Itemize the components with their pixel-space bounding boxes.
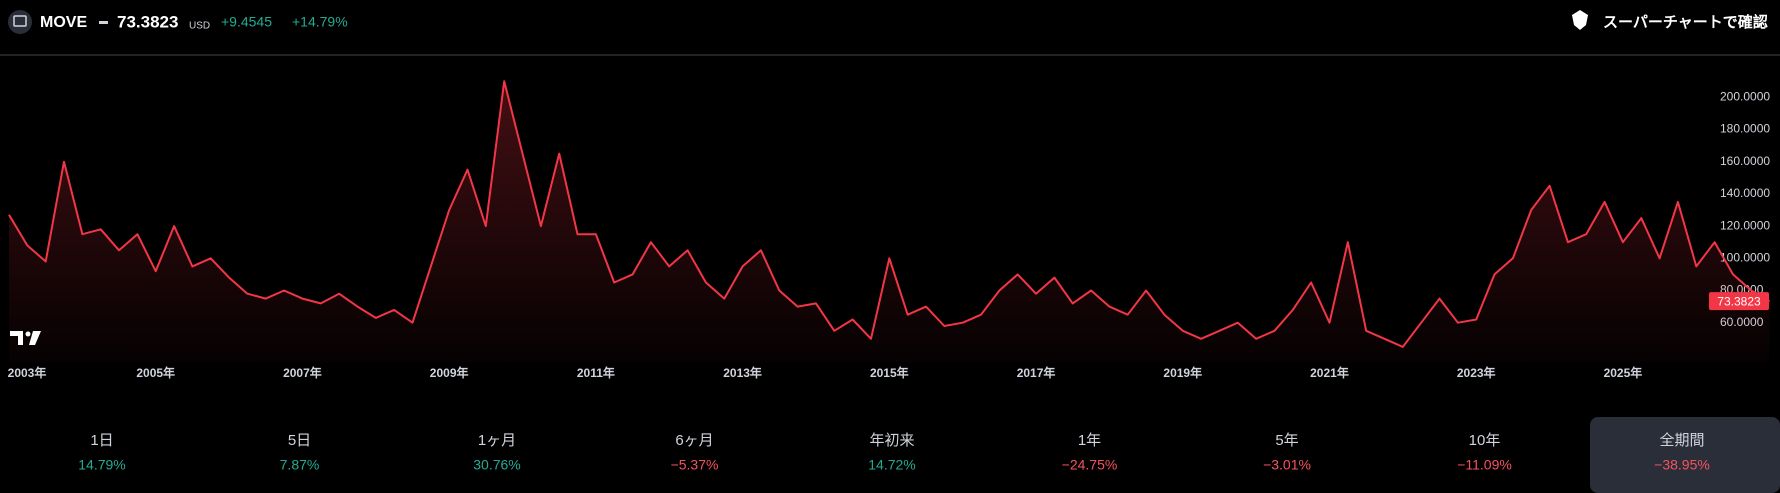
line — [8, 80, 1771, 348]
logo-part — [29, 331, 41, 345]
last-value-label: 73.3823 — [1717, 294, 1761, 308]
symbol: MOVE — [40, 14, 87, 31]
x-tick-label: 2025年 — [1604, 365, 1643, 380]
period-label: 10年 — [1469, 432, 1501, 449]
x-tick-label: 2015年 — [870, 365, 909, 380]
x-tick-label: 2005年 — [136, 365, 175, 380]
x-tick-label: 2021年 — [1310, 365, 1349, 380]
period-button[interactable]: 1ヶ月 30.76% — [473, 432, 520, 473]
tv-logo — [10, 331, 41, 345]
period-change: −11.09% — [1457, 457, 1512, 473]
x-tick-label: 2009年 — [430, 365, 469, 380]
y-tick-label: 160.0000 — [1720, 154, 1770, 168]
plot: 60.000080.0000100.0000120.0000140.000016… — [8, 80, 1771, 380]
change: +9.4545 — [221, 14, 272, 30]
period-label: 全期間 — [1659, 431, 1704, 449]
y-tick-label: 100.0000 — [1720, 250, 1770, 264]
period-button[interactable]: 6ヶ月 −5.37% — [671, 432, 719, 473]
period-change: −38.95% — [1654, 457, 1710, 473]
button-icon — [1572, 10, 1588, 30]
super-chart-button[interactable]: スーパーチャートで確認 — [1572, 10, 1768, 31]
x-tick-label: 2007年 — [283, 365, 322, 380]
header: MOVE 73.3823 USD +9.4545 +14.79% スーパーチャー… — [0, 10, 1780, 56]
period-button[interactable]: 5年 −3.01% — [1263, 432, 1311, 473]
change-percent: +14.79% — [292, 14, 348, 30]
period-label: 5日 — [288, 432, 311, 449]
period-change: −3.01% — [1263, 457, 1311, 473]
price: 73.3823 — [117, 12, 178, 31]
last-value-tag — [1709, 292, 1769, 311]
x-tick-label: 2023年 — [1457, 365, 1496, 380]
period-label: 5年 — [1275, 432, 1298, 449]
icon-glyph — [13, 15, 27, 27]
period-label: 1年 — [1078, 432, 1101, 449]
x-tick-label: 2013年 — [723, 365, 762, 380]
period-label: 年初来 — [869, 432, 914, 449]
period-button[interactable]: 10年 −11.09% — [1457, 432, 1512, 473]
period-button[interactable]: 1年 −24.75% — [1062, 432, 1118, 473]
symbol-icon[interactable] — [8, 10, 32, 34]
logo-part — [10, 331, 23, 345]
period-change: 30.76% — [473, 457, 520, 473]
period-change: 7.87% — [280, 457, 320, 473]
period-bar: 1日 14.79% 5日 7.87% 1ヶ月 30.76% 6ヶ月 −5.37% 年初来 14.7… — [78, 417, 1780, 493]
currency: USD — [189, 21, 210, 32]
button-label: スーパーチャートで確認 — [1603, 13, 1768, 31]
x-tick-label: 2019年 — [1163, 365, 1202, 380]
period-button[interactable]: 全期間 −38.95% — [1590, 417, 1780, 493]
y-tick-label: 120.0000 — [1720, 218, 1770, 232]
x-tick-label: 2017年 — [1017, 365, 1056, 380]
area — [9, 81, 1770, 363]
x-tick-label: 2011年 — [577, 365, 615, 380]
period-label: 1日 — [90, 432, 113, 449]
period-label: 1ヶ月 — [478, 432, 516, 449]
period-button[interactable]: 1日 14.79% — [78, 432, 125, 473]
y-tick-label: 180.0000 — [1720, 122, 1770, 136]
period-change: 14.72% — [868, 457, 915, 473]
period-change: 14.79% — [78, 457, 125, 473]
period-label: 6ヶ月 — [675, 432, 713, 449]
logo-part — [25, 331, 31, 337]
x-tick-label: 2003年 — [8, 365, 47, 380]
period-selected-bg — [1590, 417, 1780, 493]
period-change: −24.75% — [1062, 457, 1118, 473]
period-button[interactable]: 5日 7.87% — [280, 432, 320, 473]
separator — [99, 21, 108, 24]
period-button[interactable]: 年初来 14.72% — [868, 432, 915, 473]
y-tick-label: 140.0000 — [1720, 186, 1770, 200]
y-tick-label: 200.0000 — [1720, 89, 1770, 103]
period-change: −5.37% — [671, 457, 719, 473]
